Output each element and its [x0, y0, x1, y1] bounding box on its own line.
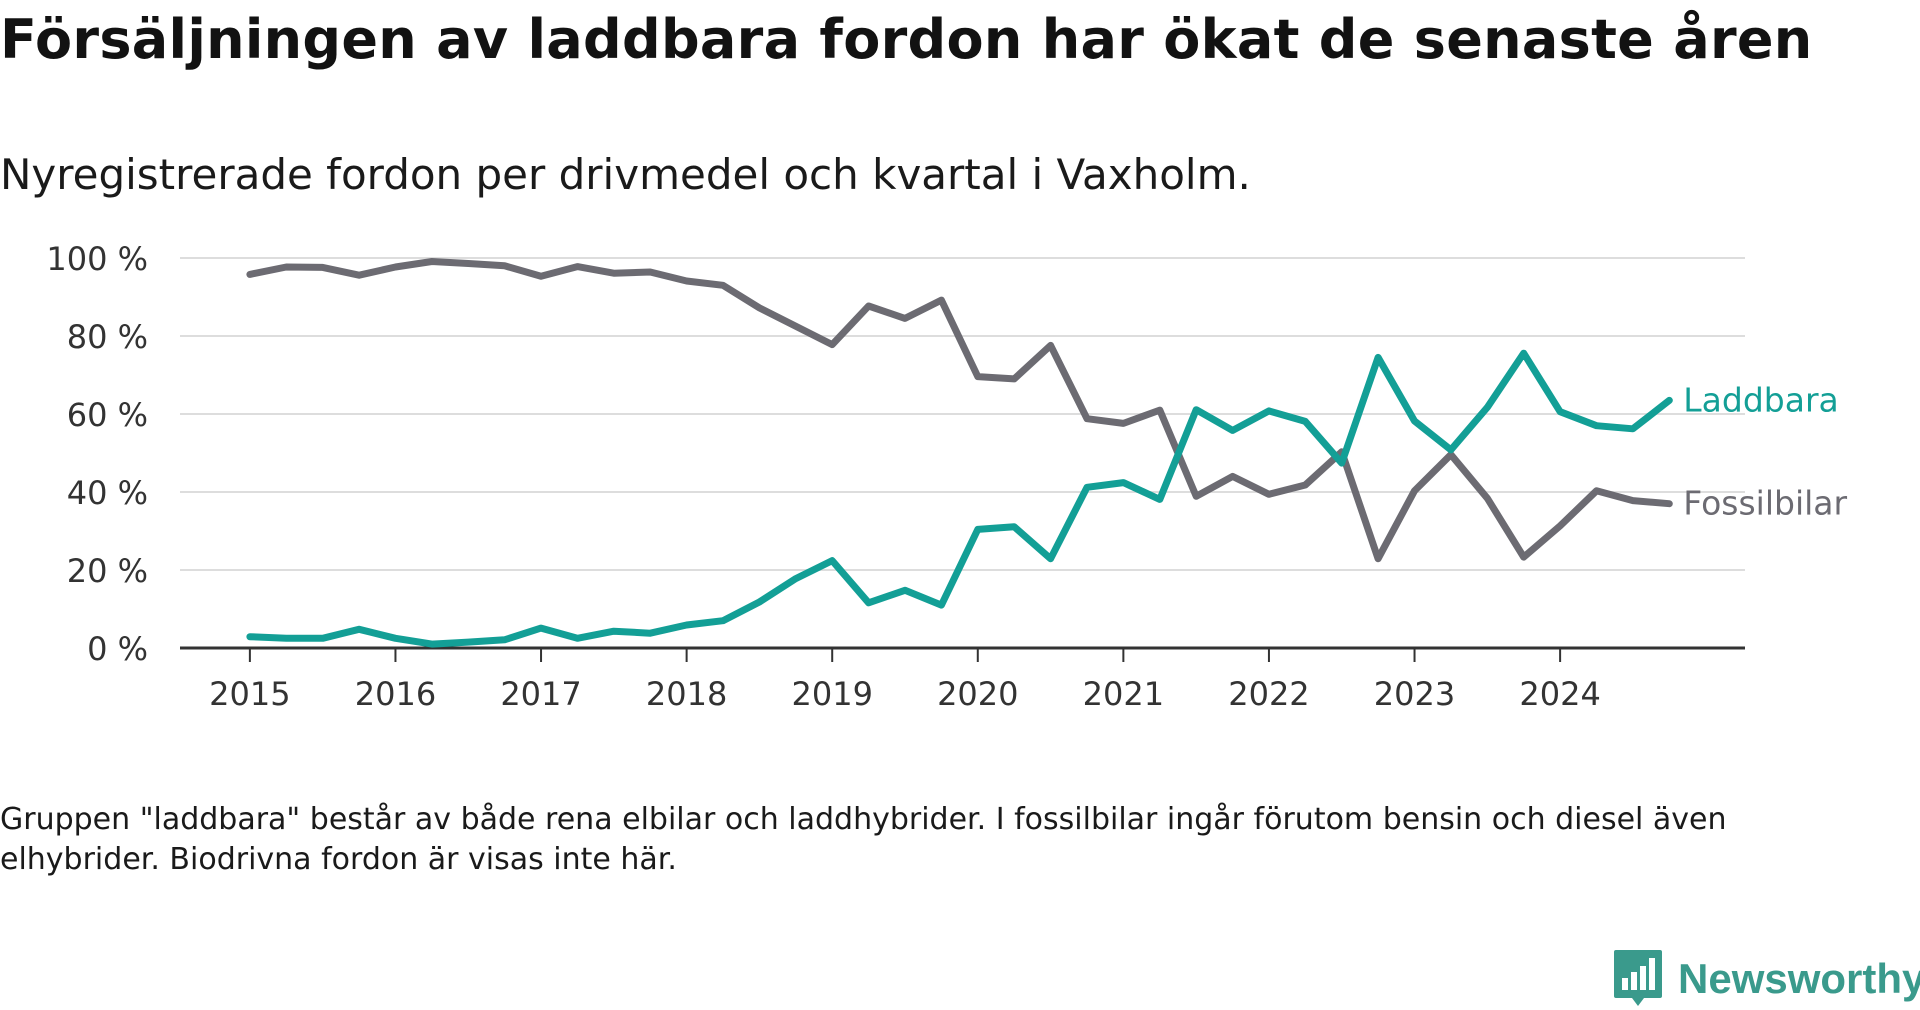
axes: 0 % 20 % 40 % 60 % 80 % 100 % 2015 2016 2017 2018…: [46, 240, 1745, 713]
footnote: Gruppen "laddbara" består av både rena e…: [0, 802, 1727, 877]
y-tick-label: 40 %: [67, 474, 148, 512]
x-tick-label: 2024: [1519, 675, 1600, 713]
y-tick-label: 0 %: [87, 630, 148, 668]
newsworthy-logo-icon: [1614, 950, 1662, 1006]
x-tick-label: 2018: [646, 675, 727, 713]
series-label-laddbara: Laddbara: [1683, 380, 1838, 419]
series-line-laddbara: [246, 349, 1673, 648]
y-tick-label: 60 %: [67, 396, 148, 434]
y-tick-label: 100 %: [46, 240, 148, 278]
x-tick-label: 2022: [1228, 675, 1309, 713]
x-tick-label: 2023: [1374, 675, 1455, 713]
series-line-fossilbilar: [246, 258, 1673, 563]
x-tick-label: 2021: [1083, 675, 1164, 713]
series-labels: Fossilbilar Laddbara: [1683, 380, 1847, 522]
y-tick-label: 80 %: [67, 318, 148, 356]
newsworthy-logo[interactable]: Newsworthy: [1612, 948, 1920, 1010]
x-tick-label: 2017: [500, 675, 581, 713]
x-tick-label: 2015: [209, 675, 290, 713]
x-tick-label: 2020: [937, 675, 1018, 713]
series-label-fossilbilar: Fossilbilar: [1683, 484, 1847, 523]
newsworthy-wordmark: Newsworthy: [1678, 955, 1920, 1002]
chart-subtitle: Nyregistrerade fordon per drivmedel och …: [0, 150, 1251, 199]
x-tick-label: 2019: [791, 675, 872, 713]
y-tick-label: 20 %: [67, 552, 148, 590]
chart-title: Försäljningen av laddbara fordon har öka…: [0, 8, 1813, 71]
line-chart: 0 % 20 % 40 % 60 % 80 % 100 % 2015 2016 2017 2018…: [46, 240, 1847, 713]
x-tick-label: 2016: [355, 675, 436, 713]
grid-lines: [180, 257, 1745, 571]
series-lines: [246, 258, 1673, 648]
